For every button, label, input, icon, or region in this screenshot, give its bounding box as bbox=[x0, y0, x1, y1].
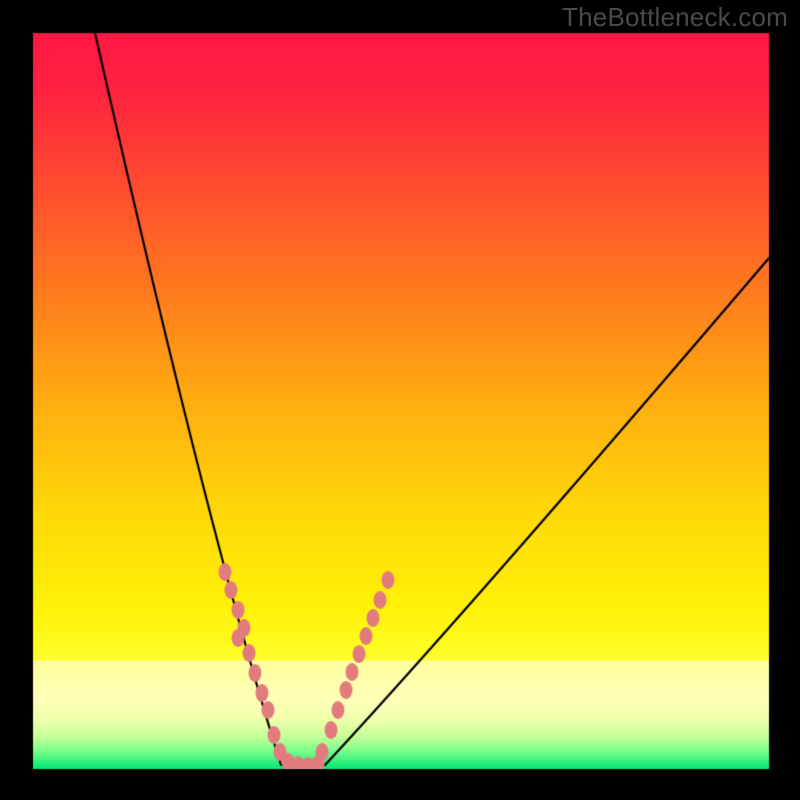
chart-root: TheBottleneck.com bbox=[0, 0, 800, 800]
bottleneck-curve bbox=[0, 0, 800, 800]
watermark-label: TheBottleneck.com bbox=[562, 2, 788, 33]
